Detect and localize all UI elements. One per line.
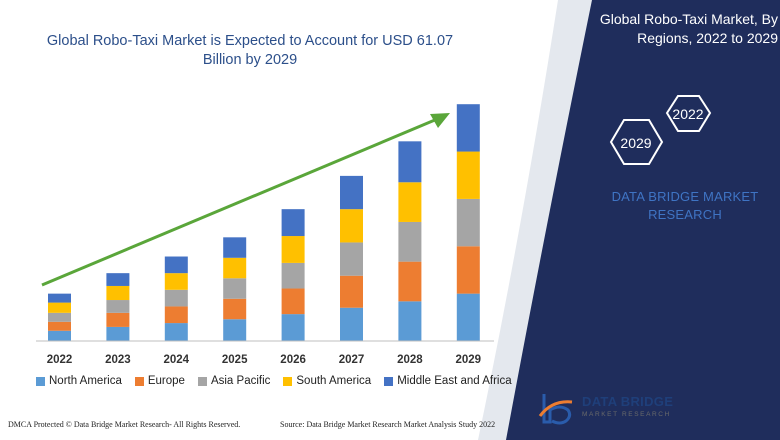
bar-2022-series-4 [48, 293, 71, 303]
legend-label: Asia Pacific [210, 375, 271, 387]
bars-group [48, 104, 480, 341]
bar-2028-series-1 [398, 261, 422, 302]
bar-2029-series-3 [456, 151, 480, 199]
bar-2025-series-0 [223, 319, 247, 341]
bar-2027-series-2 [340, 242, 363, 276]
bar-2024-series-4 [164, 256, 188, 274]
hexagon-2022: 2022 [665, 95, 712, 132]
x-tick-label: 2025 [222, 354, 248, 366]
footer-source: Source: Data Bridge Market Research Mark… [280, 420, 496, 429]
logo-mark [538, 394, 573, 425]
bar-2022-series-0 [48, 330, 71, 341]
legend-swatch [134, 376, 144, 386]
legend-item: North America [36, 375, 122, 387]
legend: North America Europe Asia Pacific South Ame… [36, 375, 512, 387]
hexagon-year-bottom: 2029 [620, 135, 651, 151]
bar-2025-series-3 [223, 257, 247, 279]
legend-label: South America [296, 375, 372, 387]
x-tick-label: 2024 [164, 354, 190, 366]
panel-curve-accent [478, 0, 592, 440]
bar-2027-series-4 [340, 175, 363, 210]
bar-2024-series-0 [164, 323, 188, 341]
bar-2029-series-4 [456, 104, 480, 152]
panel-title: Global Robo-Taxi Market, By Regions, 202… [599, 11, 778, 46]
bar-2024-series-1 [164, 306, 188, 324]
panel-brand-text: DATA BRIDGE MARKET RESEARCH [611, 189, 759, 222]
bar-2028-series-2 [398, 221, 422, 262]
bar-2029-series-1 [456, 246, 480, 294]
logo-name: DATA BRIDGE [582, 394, 674, 409]
trend-arrow-head [430, 113, 450, 128]
logo-swoosh-icon [538, 400, 573, 417]
legend-item: Asia Pacific [197, 375, 271, 387]
hexagon-2022-shape [665, 95, 712, 132]
bar-2024-series-2 [164, 289, 188, 307]
legend-swatch [36, 376, 45, 386]
bar-2023-series-3 [106, 285, 130, 301]
bar-2025-series-1 [223, 298, 247, 320]
legend-item: Europe [134, 375, 185, 387]
x-tick-label: 2022 [47, 354, 73, 366]
x-tick-label: 2029 [456, 354, 482, 366]
legend-swatch [197, 376, 207, 386]
bar-2023-series-2 [106, 300, 130, 313]
hexagon-2029-shape [609, 119, 664, 165]
legend-item: Middle East and Africa [384, 375, 512, 387]
legend-swatch [384, 376, 394, 386]
trend-arrow-line [41, 115, 443, 287]
bar-2022-series-3 [48, 302, 71, 313]
bar-2023-series-0 [106, 326, 130, 341]
hexagon-year-top: 2022 [672, 106, 703, 122]
bar-2022-series-1 [48, 321, 71, 331]
bar-2022-series-2 [48, 312, 71, 322]
logo-b-icon [542, 394, 572, 425]
bar-2025-series-2 [223, 278, 247, 299]
legend-label: Europe [147, 375, 185, 387]
bar-2029-series-0 [456, 293, 480, 341]
bar-2026-series-4 [281, 209, 305, 237]
bar-2028-series-3 [398, 182, 422, 222]
bar-2028-series-0 [398, 301, 422, 341]
hexagon-2029: 2029 [609, 119, 664, 165]
legend-label: Middle East and Africa [397, 375, 512, 387]
bar-2025-series-4 [223, 237, 247, 258]
footer-copyright: DMCA Protected © Data Bridge Market Rese… [8, 420, 241, 429]
bar-2024-series-3 [164, 273, 188, 290]
legend-swatch [283, 376, 293, 386]
bar-2026-series-1 [281, 288, 305, 315]
bar-2027-series-1 [340, 275, 363, 308]
x-tick-label: 2028 [397, 354, 423, 366]
bar-2026-series-3 [281, 236, 305, 263]
bar-2029-series-2 [456, 198, 480, 247]
logo-subtitle: MARKET RESEARCH [582, 411, 671, 418]
bar-2023-series-1 [106, 312, 130, 327]
chart-title: Global Robo-Taxi Market is Expected to A… [46, 33, 454, 68]
bar-2027-series-0 [340, 307, 363, 341]
bar-2027-series-3 [340, 209, 363, 243]
bar-2023-series-4 [106, 273, 130, 286]
x-tick-label: 2023 [105, 354, 131, 366]
legend-item: South America [283, 375, 371, 387]
bar-2026-series-0 [281, 314, 305, 341]
bar-2026-series-2 [281, 262, 305, 289]
x-tick-label: 2027 [339, 354, 365, 366]
bar-2028-series-4 [398, 141, 422, 183]
x-tick-label: 2026 [280, 354, 306, 366]
x-axis-ticks: 2022 2023 2024 2025 2026 2027 2028 2029 [47, 354, 481, 366]
legend-label: North America [49, 375, 122, 387]
